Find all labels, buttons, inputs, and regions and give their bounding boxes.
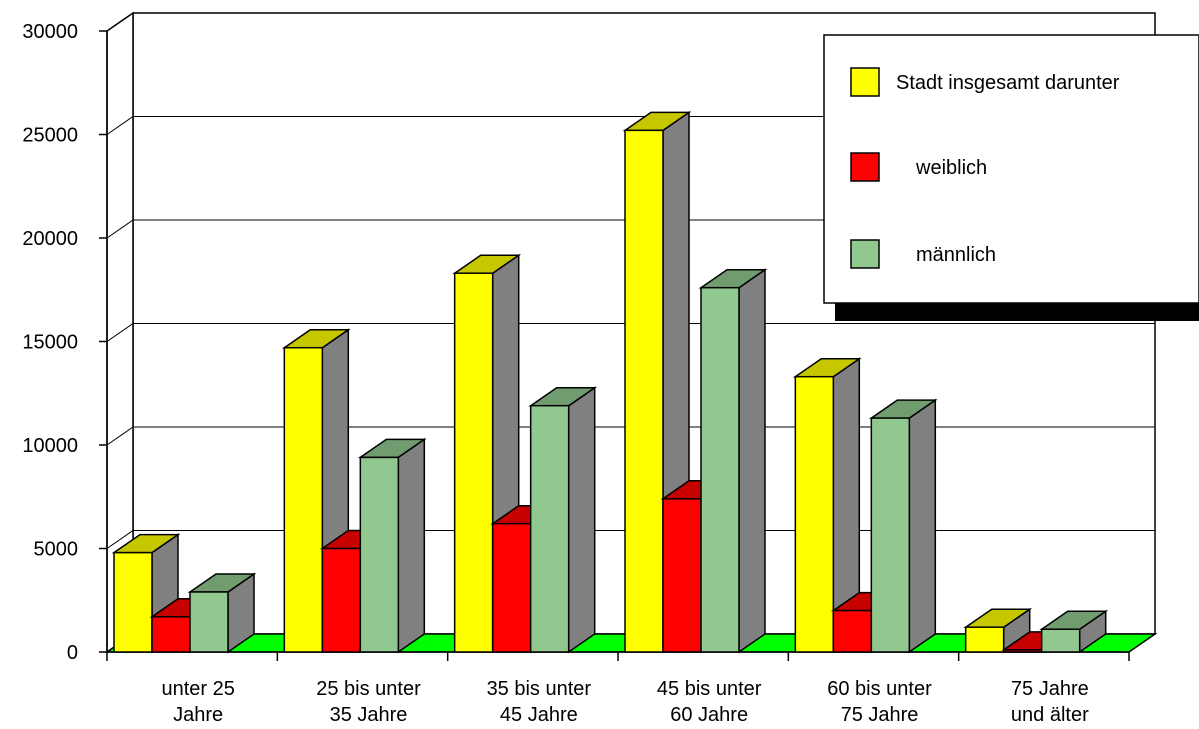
legend-swatch [850,239,880,269]
y-tick-label: 5000 [34,539,79,561]
gridline [106,323,134,342]
bar-side [908,398,937,654]
bar [111,533,181,654]
y-tick-label: 0 [67,642,78,664]
bar-front [113,551,153,653]
gridline [106,426,134,446]
x-tick-label: 35 bis unter 45 Jahre [487,678,592,726]
bars [111,110,1109,654]
bar [528,386,598,654]
bar-front [662,498,702,653]
x-tick-label: 75 Jahre und älter [1011,678,1089,726]
bar-front [1002,649,1043,653]
legend-label: Stadt insgesamt darunter [896,72,1120,94]
bar-front [189,591,229,653]
x-tick-label: 45 bis unter 60 Jahre [657,678,762,726]
legend: Stadt insgesamt darunter weiblich männlich [823,34,1199,321]
bar-front [529,404,570,653]
bar [357,437,427,654]
bar-front [321,547,362,653]
bar-front [359,456,400,653]
y-tick-label: 20000 [22,228,78,250]
bar-side [397,437,426,654]
x-tick-label-line: Jahre [173,704,223,726]
bar [868,398,938,654]
x-tick-label-line: 75 Jahre [841,704,919,726]
gridline [106,219,134,239]
bar-front [964,626,1005,653]
gridline [106,116,134,135]
x-tick-label-line: 45 bis unter [657,678,762,700]
bar-front [832,609,873,653]
y-tick-label: 25000 [22,125,78,147]
x-tick-label-line: unter 25 [161,678,234,700]
x-tick-label-line: 35 Jahre [330,704,408,726]
x-tick-label-line: 60 bis unter [827,678,932,700]
y-tick-label: 15000 [22,332,78,354]
y-axis: 0 5000 10000 15000 20000 25000 30000 [22,21,108,664]
bar-front [794,375,835,653]
legend-label: weiblich [915,157,987,179]
legend-swatch [850,67,880,97]
legend-label: männlich [916,244,996,266]
bar [1039,609,1109,654]
bar-front [700,286,740,653]
x-tick-label-line: 75 Jahre [1011,678,1089,700]
bar-front [491,522,532,653]
y-tick-label: 30000 [22,21,78,43]
bar-front [151,616,191,653]
x-tick-label: unter 25 Jahre [161,678,234,726]
x-tick-label: 25 bis unter 35 Jahre [316,678,421,726]
x-tick-label-line: 35 bis unter [487,678,592,700]
bar [792,357,862,654]
bar [963,607,1033,654]
bar [187,572,257,654]
x-tick-label-line: 60 Jahre [670,704,748,726]
x-axis: unter 25 Jahre 25 bis unter 35 Jahre 35 bis … [106,651,1130,726]
bar-side [567,386,596,654]
x-tick-label: 60 bis unter 75 Jahre [827,678,932,726]
legend-box [823,34,1199,304]
bar [698,268,768,654]
x-tick-label-line: und älter [1011,704,1089,726]
x-tick-label-line: 25 bis unter [316,678,421,700]
bar-front [870,417,911,653]
bar-front [624,129,664,653]
bar-front [283,346,324,653]
bar-front [453,272,494,653]
y-tick-label: 10000 [22,435,78,457]
legend-swatch [850,152,880,182]
gridline [106,530,134,549]
bar-front [1040,628,1081,653]
x-tick-label-line: 45 Jahre [500,704,578,726]
bar-side [738,268,766,654]
